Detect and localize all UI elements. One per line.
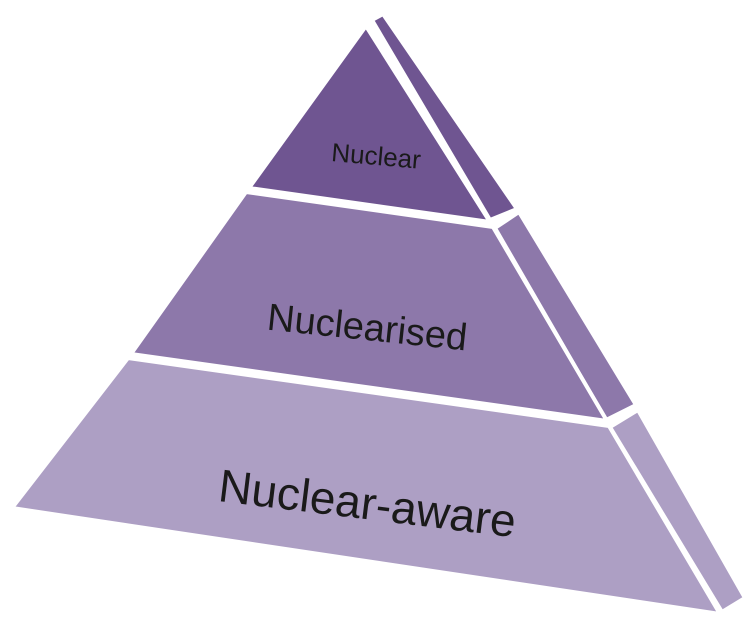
tier-top [245, 22, 495, 225]
side-top [369, 11, 521, 223]
tier-middle [127, 189, 611, 424]
tier-bottom [8, 355, 724, 617]
